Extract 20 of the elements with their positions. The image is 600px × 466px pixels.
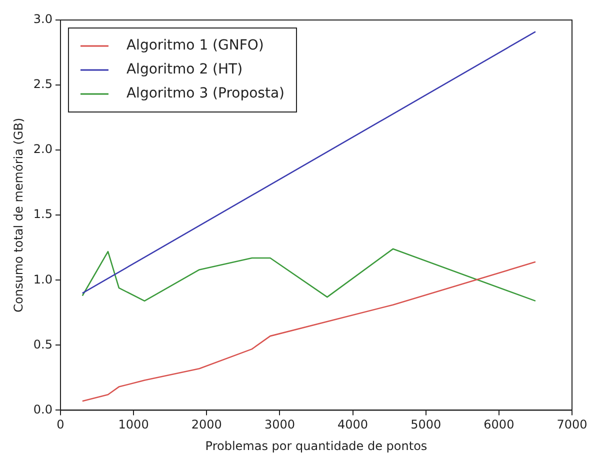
x-tick-label: 1000 (118, 418, 149, 432)
legend-label: Algoritmo 2 (HT) (126, 62, 243, 78)
y-tick-label: 3.0 (33, 12, 52, 26)
x-tick-label: 2000 (191, 418, 222, 432)
y-tick-label: 2.0 (33, 142, 52, 156)
x-tick-label: 5000 (410, 418, 442, 432)
y-tick-label: 2.5 (33, 77, 52, 92)
y-tick-label: 1.5 (33, 207, 52, 222)
x-tick-label: 7000 (556, 418, 588, 432)
y-tick-label: 0.5 (33, 337, 52, 352)
y-tick-label: 1.0 (33, 272, 52, 286)
x-tick-label: 3000 (264, 418, 295, 432)
x-tick-label: 6000 (484, 418, 514, 432)
legend-label: Algoritmo 1 (GNFO) (126, 38, 264, 54)
x-tick-label: 4000 (338, 418, 368, 432)
y-tick-label: 0.0 (33, 402, 52, 416)
x-axis-title: Problemas por quantidade de pontos (205, 438, 428, 453)
x-tick-label: 0 (56, 418, 64, 432)
legend-label: Algoritmo 3 (Proposta) (126, 86, 284, 102)
y-axis-title: Consumo total de memória (GB) (11, 118, 26, 312)
